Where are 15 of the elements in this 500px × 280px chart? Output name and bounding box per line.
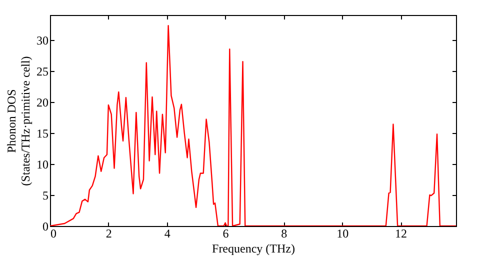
line-series: [50, 24, 456, 226]
x-tick-label: 8: [281, 226, 288, 240]
y-tick-label: 30: [36, 33, 48, 48]
x-tick-label: 10: [336, 226, 349, 240]
x-tick-label: 2: [106, 226, 112, 240]
x-tick-label: 4: [164, 226, 170, 240]
x-tick-label: 12: [395, 226, 408, 240]
y-axis-title: Phonon DOS (States/THz·primitive cell): [4, 56, 32, 186]
y-tick-label: 10: [36, 157, 48, 172]
y-tick-label: 5: [42, 188, 48, 202]
x-tick-label: 6: [222, 226, 229, 240]
y-tick-label: 25: [36, 64, 48, 78]
y-tick-label: 15: [36, 126, 48, 140]
x-axis-title: Frequency (THz): [212, 242, 295, 256]
y-tick-label: 20: [36, 95, 48, 110]
